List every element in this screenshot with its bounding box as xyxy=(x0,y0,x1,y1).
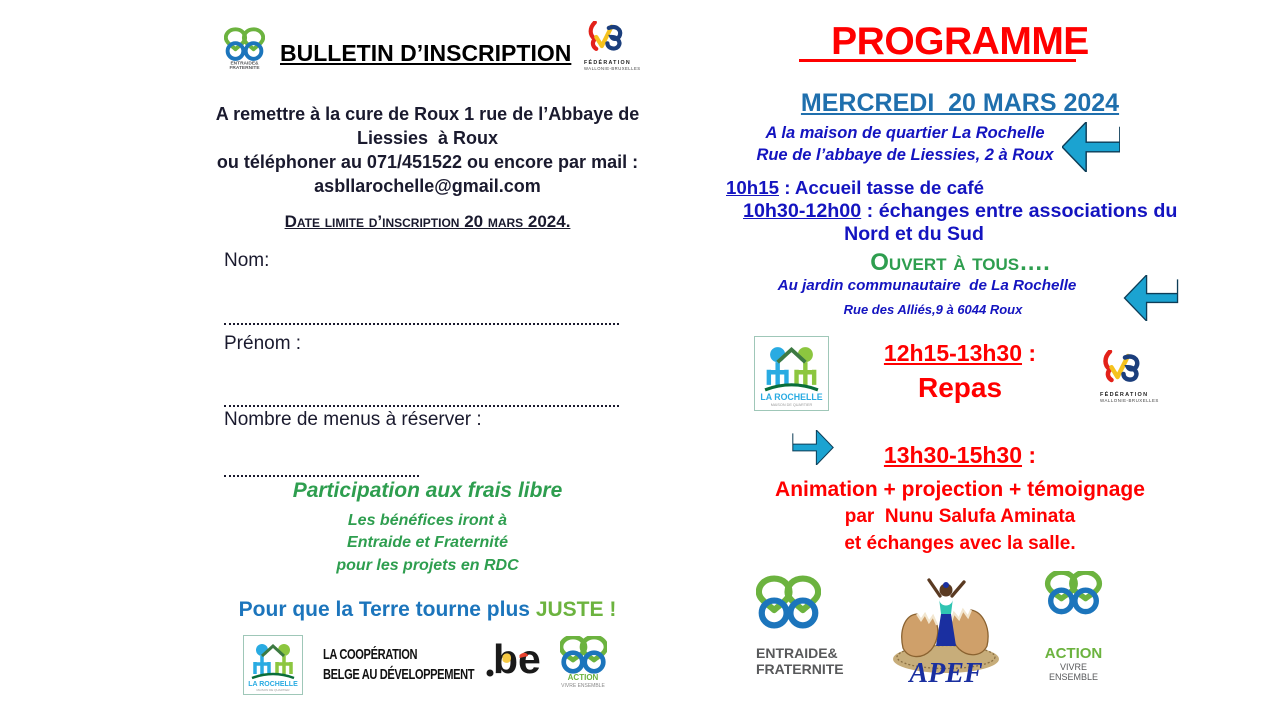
svg-text:FRATERNITE: FRATERNITE xyxy=(229,65,260,71)
svg-text:ENTRAIDE&: ENTRAIDE& xyxy=(230,60,259,66)
svg-text:LA ROCHELLE: LA ROCHELLE xyxy=(248,681,298,688)
svg-text:be: be xyxy=(493,637,541,677)
svg-text:MAISON DE QUARTIER: MAISON DE QUARTIER xyxy=(256,688,290,692)
svg-text:VIVRE ENSEMBLE: VIVRE ENSEMBLE xyxy=(561,683,605,689)
svg-text:ACTION: ACTION xyxy=(568,673,599,682)
